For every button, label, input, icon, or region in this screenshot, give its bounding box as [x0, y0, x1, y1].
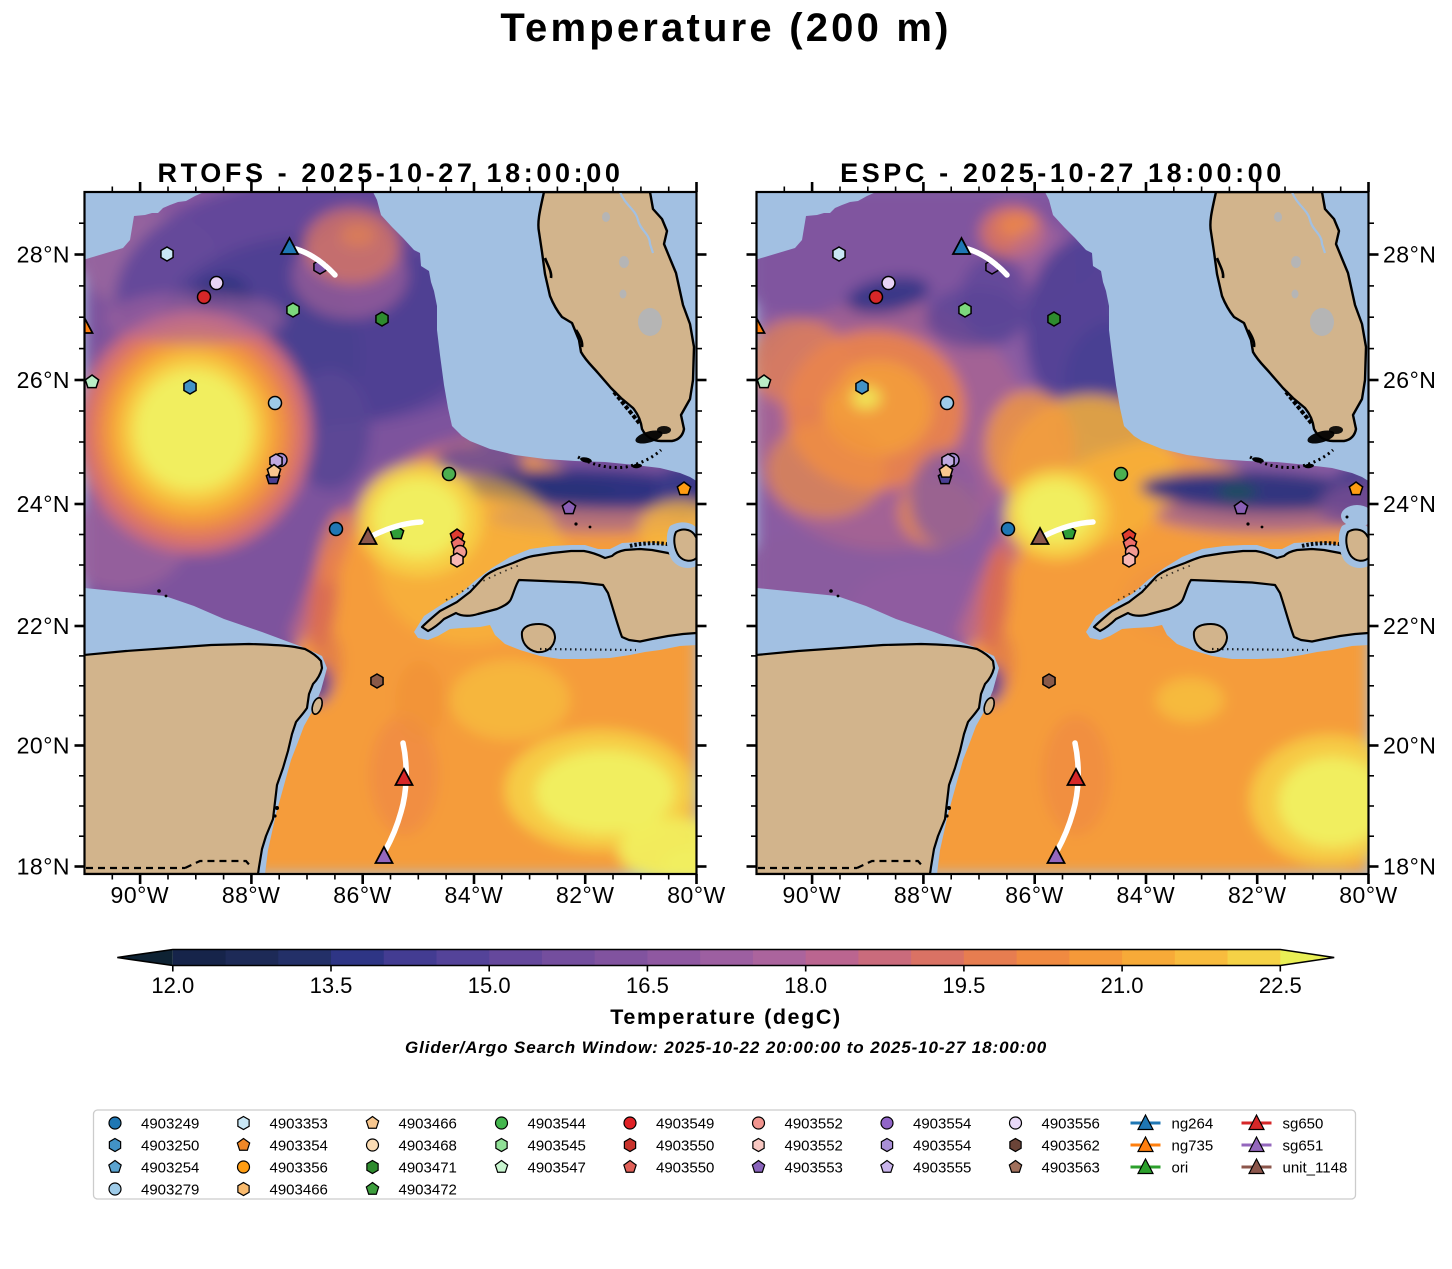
svg-text:Temperature (degC): Temperature (degC)	[610, 1005, 842, 1029]
svg-text:4903279: 4903279	[141, 1182, 199, 1199]
svg-text:21.0: 21.0	[1101, 973, 1144, 998]
svg-text:82°W: 82°W	[556, 882, 615, 908]
svg-text:20°N: 20°N	[1383, 733, 1436, 759]
svg-text:90°W: 90°W	[111, 882, 170, 908]
svg-text:15.0: 15.0	[468, 973, 511, 998]
svg-text:4903466: 4903466	[399, 1116, 457, 1133]
svg-text:88°W: 88°W	[222, 882, 281, 908]
svg-text:4903249: 4903249	[141, 1116, 199, 1133]
svg-text:28°N: 28°N	[17, 242, 70, 268]
svg-text:82°W: 82°W	[1228, 882, 1287, 908]
svg-text:26°N: 26°N	[17, 367, 70, 393]
svg-text:4903554: 4903554	[913, 1116, 971, 1133]
svg-text:4903555: 4903555	[913, 1160, 971, 1177]
svg-text:80°W: 80°W	[667, 882, 726, 908]
svg-text:4903353: 4903353	[270, 1116, 328, 1133]
svg-text:13.5: 13.5	[310, 973, 353, 998]
svg-text:4903549: 4903549	[656, 1116, 714, 1133]
svg-text:4903550: 4903550	[656, 1160, 714, 1177]
svg-text:4903472: 4903472	[399, 1182, 457, 1199]
svg-text:4903547: 4903547	[528, 1160, 586, 1177]
svg-text:sg651: sg651	[1283, 1138, 1324, 1155]
svg-text:88°W: 88°W	[894, 882, 953, 908]
svg-text:28°N: 28°N	[1383, 242, 1436, 268]
svg-text:24°N: 24°N	[1383, 491, 1436, 517]
svg-text:ng735: ng735	[1172, 1138, 1214, 1155]
svg-text:22°N: 22°N	[1383, 613, 1436, 639]
svg-text:4903550: 4903550	[656, 1138, 714, 1155]
svg-text:sg650: sg650	[1283, 1116, 1324, 1133]
svg-text:18°N: 18°N	[1383, 854, 1436, 880]
svg-text:16.5: 16.5	[626, 973, 669, 998]
svg-text:Temperature (200 m): Temperature (200 m)	[500, 6, 951, 50]
svg-text:26°N: 26°N	[1383, 367, 1436, 393]
svg-text:22.5: 22.5	[1259, 973, 1302, 998]
svg-text:18.0: 18.0	[784, 973, 827, 998]
svg-text:18°N: 18°N	[17, 854, 70, 880]
svg-text:ori: ori	[1172, 1160, 1189, 1177]
svg-text:unit_1148: unit_1148	[1283, 1160, 1348, 1177]
svg-text:4903544: 4903544	[528, 1116, 586, 1133]
svg-text:ESPC - 2025-10-27 18:00:00: ESPC - 2025-10-27 18:00:00	[840, 158, 1285, 188]
svg-text:90°W: 90°W	[783, 882, 842, 908]
svg-text:ng264: ng264	[1172, 1116, 1214, 1133]
svg-text:4903356: 4903356	[270, 1160, 328, 1177]
svg-text:Glider/Argo Search Window: 202: Glider/Argo Search Window: 2025-10-22 20…	[405, 1038, 1047, 1057]
svg-text:86°W: 86°W	[333, 882, 392, 908]
svg-text:86°W: 86°W	[1005, 882, 1064, 908]
svg-text:84°W: 84°W	[445, 882, 504, 908]
svg-text:4903250: 4903250	[141, 1138, 199, 1155]
svg-text:12.0: 12.0	[151, 973, 194, 998]
svg-text:80°W: 80°W	[1339, 882, 1398, 908]
svg-text:4903254: 4903254	[141, 1160, 199, 1177]
svg-text:4903553: 4903553	[785, 1160, 843, 1177]
svg-text:4903466: 4903466	[270, 1182, 328, 1199]
svg-text:4903554: 4903554	[913, 1138, 971, 1155]
svg-text:4903354: 4903354	[270, 1138, 328, 1155]
svg-text:4903468: 4903468	[399, 1138, 457, 1155]
svg-text:24°N: 24°N	[17, 491, 70, 517]
svg-text:RTOFS - 2025-10-27 18:00:00: RTOFS - 2025-10-27 18:00:00	[158, 158, 624, 188]
svg-text:4903556: 4903556	[1042, 1116, 1100, 1133]
svg-text:20°N: 20°N	[17, 733, 70, 759]
svg-text:22°N: 22°N	[17, 613, 70, 639]
svg-text:4903552: 4903552	[785, 1138, 843, 1155]
svg-text:4903545: 4903545	[528, 1138, 586, 1155]
svg-text:4903471: 4903471	[399, 1160, 457, 1177]
svg-text:84°W: 84°W	[1117, 882, 1176, 908]
svg-text:4903562: 4903562	[1042, 1138, 1100, 1155]
svg-text:4903563: 4903563	[1042, 1160, 1100, 1177]
svg-text:4903552: 4903552	[785, 1116, 843, 1133]
svg-text:19.5: 19.5	[942, 973, 985, 998]
